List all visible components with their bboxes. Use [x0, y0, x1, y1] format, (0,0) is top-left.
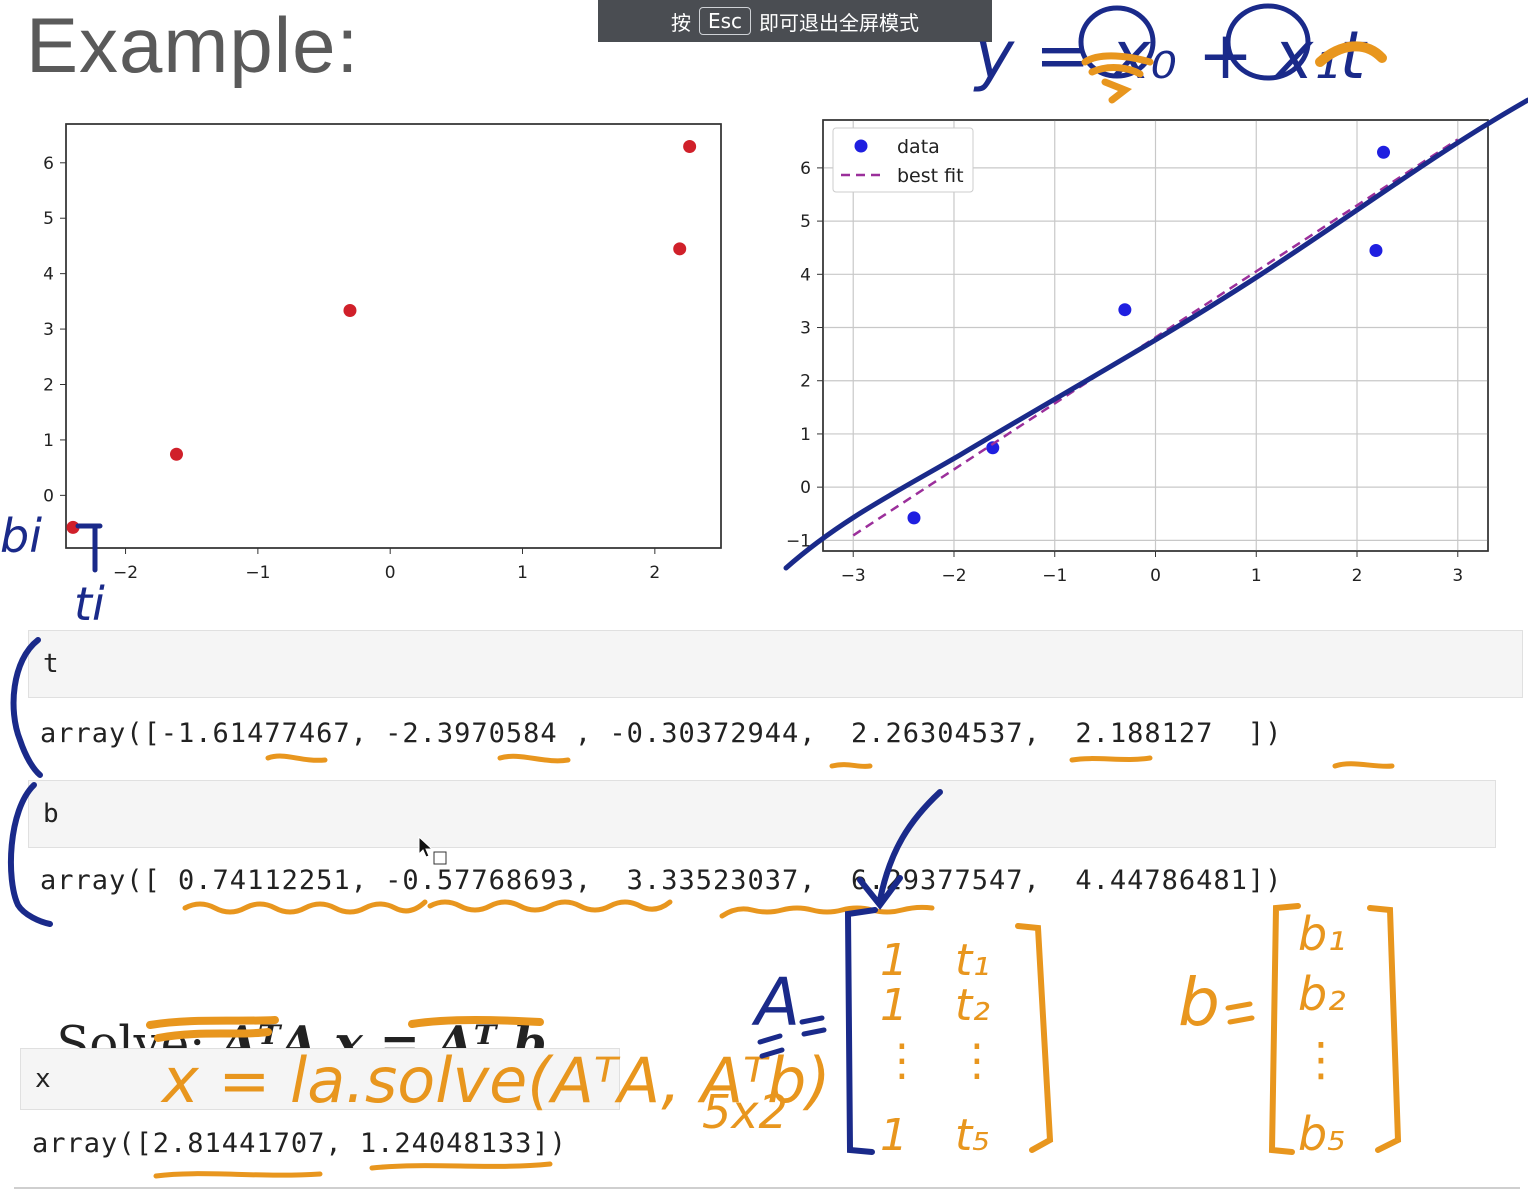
cell-input-text: x — [35, 1064, 51, 1094]
x-tick-label: −2 — [113, 563, 138, 583]
data-point — [1118, 303, 1132, 317]
data-point — [1369, 243, 1383, 257]
y-tick-label: 0 — [800, 478, 811, 498]
b-entry: b₂ — [1298, 967, 1346, 1021]
y-tick-label: 5 — [43, 209, 54, 229]
page-title: Example: — [26, 1, 360, 89]
A-entry-one: 1 — [880, 935, 908, 986]
A-left-bracket-ink — [844, 907, 878, 1155]
esc-key-hint: Esc — [698, 7, 752, 35]
A-entry-t: t₁ — [955, 935, 990, 986]
size-5x2-ink: 5x2 — [702, 1085, 788, 1139]
x-tick-label: 2 — [649, 563, 660, 583]
A-entry-one: 1 — [880, 1110, 908, 1161]
y-tick-label: 4 — [800, 265, 811, 285]
plot-frame — [65, 123, 722, 549]
b-right-bracket-ink — [1367, 905, 1402, 1153]
x-tick-label: −3 — [841, 566, 866, 586]
t-digit-underlines-ink — [265, 753, 1395, 769]
legend-label-data: data — [897, 136, 940, 158]
x-tick-label: 3 — [1452, 566, 1463, 586]
y-tick-label: 5 — [800, 212, 811, 232]
x-tick-label: 2 — [1352, 566, 1363, 586]
mouse-cursor-icon — [418, 835, 447, 865]
x-tick-label: −1 — [245, 563, 270, 583]
y-tick-label: 4 — [43, 265, 54, 285]
x-tick-label: 1 — [517, 563, 528, 583]
data-point — [169, 447, 183, 461]
y-tick-label: 2 — [43, 375, 54, 395]
x0-underline-ink — [153, 1171, 323, 1179]
y-tick-label: 1 — [800, 425, 811, 445]
x-tick-label: 1 — [1251, 566, 1262, 586]
b-equals-ink — [1225, 1001, 1255, 1025]
banner-pre-text: 按 — [670, 10, 691, 35]
b-vector-entries-ink: b₁ b₂ ⋮ b₅ — [1298, 907, 1346, 1161]
cell-input-text: t — [43, 649, 59, 679]
fullscreen-exit-banner: 按 Esc 即可退出全屏模式 — [598, 0, 992, 42]
A-entry-one: ⋮ — [880, 1035, 924, 1086]
y-tick-label: 3 — [43, 320, 54, 340]
cell-output-x: array([2.81441707, 1.24048133]) — [32, 1128, 567, 1159]
data-point — [343, 304, 357, 318]
legend-marker-data — [854, 139, 868, 153]
x1-underline-ink — [369, 1161, 553, 1171]
y-tick-label: −1 — [786, 531, 811, 551]
code-cell-x-input[interactable]: x — [20, 1048, 620, 1110]
y-tick-label: 0 — [43, 486, 54, 506]
x-tick-label: −1 — [1042, 566, 1067, 586]
data-point — [907, 511, 921, 525]
y-tick-label: 1 — [43, 431, 54, 451]
x-tick-label: 0 — [385, 563, 396, 583]
A-entry-t: ⋮ — [955, 1035, 999, 1086]
A-column-ones-ink: 11⋮1 — [880, 935, 924, 1161]
A-entry-t: t₅ — [955, 1110, 990, 1161]
b-left-bracket-ink — [1268, 903, 1301, 1155]
x-tick-label: −2 — [941, 566, 966, 586]
A-entry-t: t₂ — [955, 980, 990, 1031]
cell-input-text: b — [43, 799, 59, 829]
data-point — [673, 242, 687, 256]
code-cell-t-input[interactable]: t — [28, 630, 1523, 698]
b-entry: ⋮ — [1298, 1032, 1344, 1086]
scatter-chart-best-fit: −3 −2 −1 0 1 2 3 −1 0 1 2 3 4 5 6 data best fit — [786, 119, 1489, 586]
b-value-underlines-ink — [182, 899, 935, 919]
A-right-bracket-ink — [1015, 923, 1054, 1153]
cell-output-b: array([ 0.74112251, -0.57768693, 3.33523… — [40, 865, 1283, 896]
y-tick-label: 3 — [800, 319, 811, 339]
y-tick-label: 2 — [800, 372, 811, 392]
x-tick-label: 0 — [1150, 566, 1161, 586]
cell-bottom-divider — [14, 1187, 1520, 1189]
A-tilde-ink — [757, 1015, 827, 1059]
data-point — [1377, 145, 1391, 159]
legend-label-best-fit: best fit — [897, 165, 964, 187]
banner-post-text: 即可退出全屏模式 — [759, 10, 920, 35]
cell-output-t: array([-1.61477467, -2.3970584 , -0.3037… — [40, 718, 1283, 749]
y-tick-label: 6 — [43, 154, 54, 174]
A-label-ink: A — [751, 964, 800, 1041]
scatter-chart-left: −2 −1 0 1 2 0 1 2 3 4 5 6 — [43, 123, 722, 583]
b-entry: b₅ — [1298, 1107, 1346, 1161]
y-tick-label: 6 — [800, 159, 811, 179]
data-point — [683, 140, 697, 154]
code-cell-b-input[interactable]: b — [28, 780, 1496, 848]
plot-frame-border — [65, 123, 722, 549]
b-label-ink: b — [1178, 964, 1220, 1041]
b-entry: b₁ — [1298, 907, 1346, 961]
A-entry-one: 1 — [880, 980, 908, 1031]
